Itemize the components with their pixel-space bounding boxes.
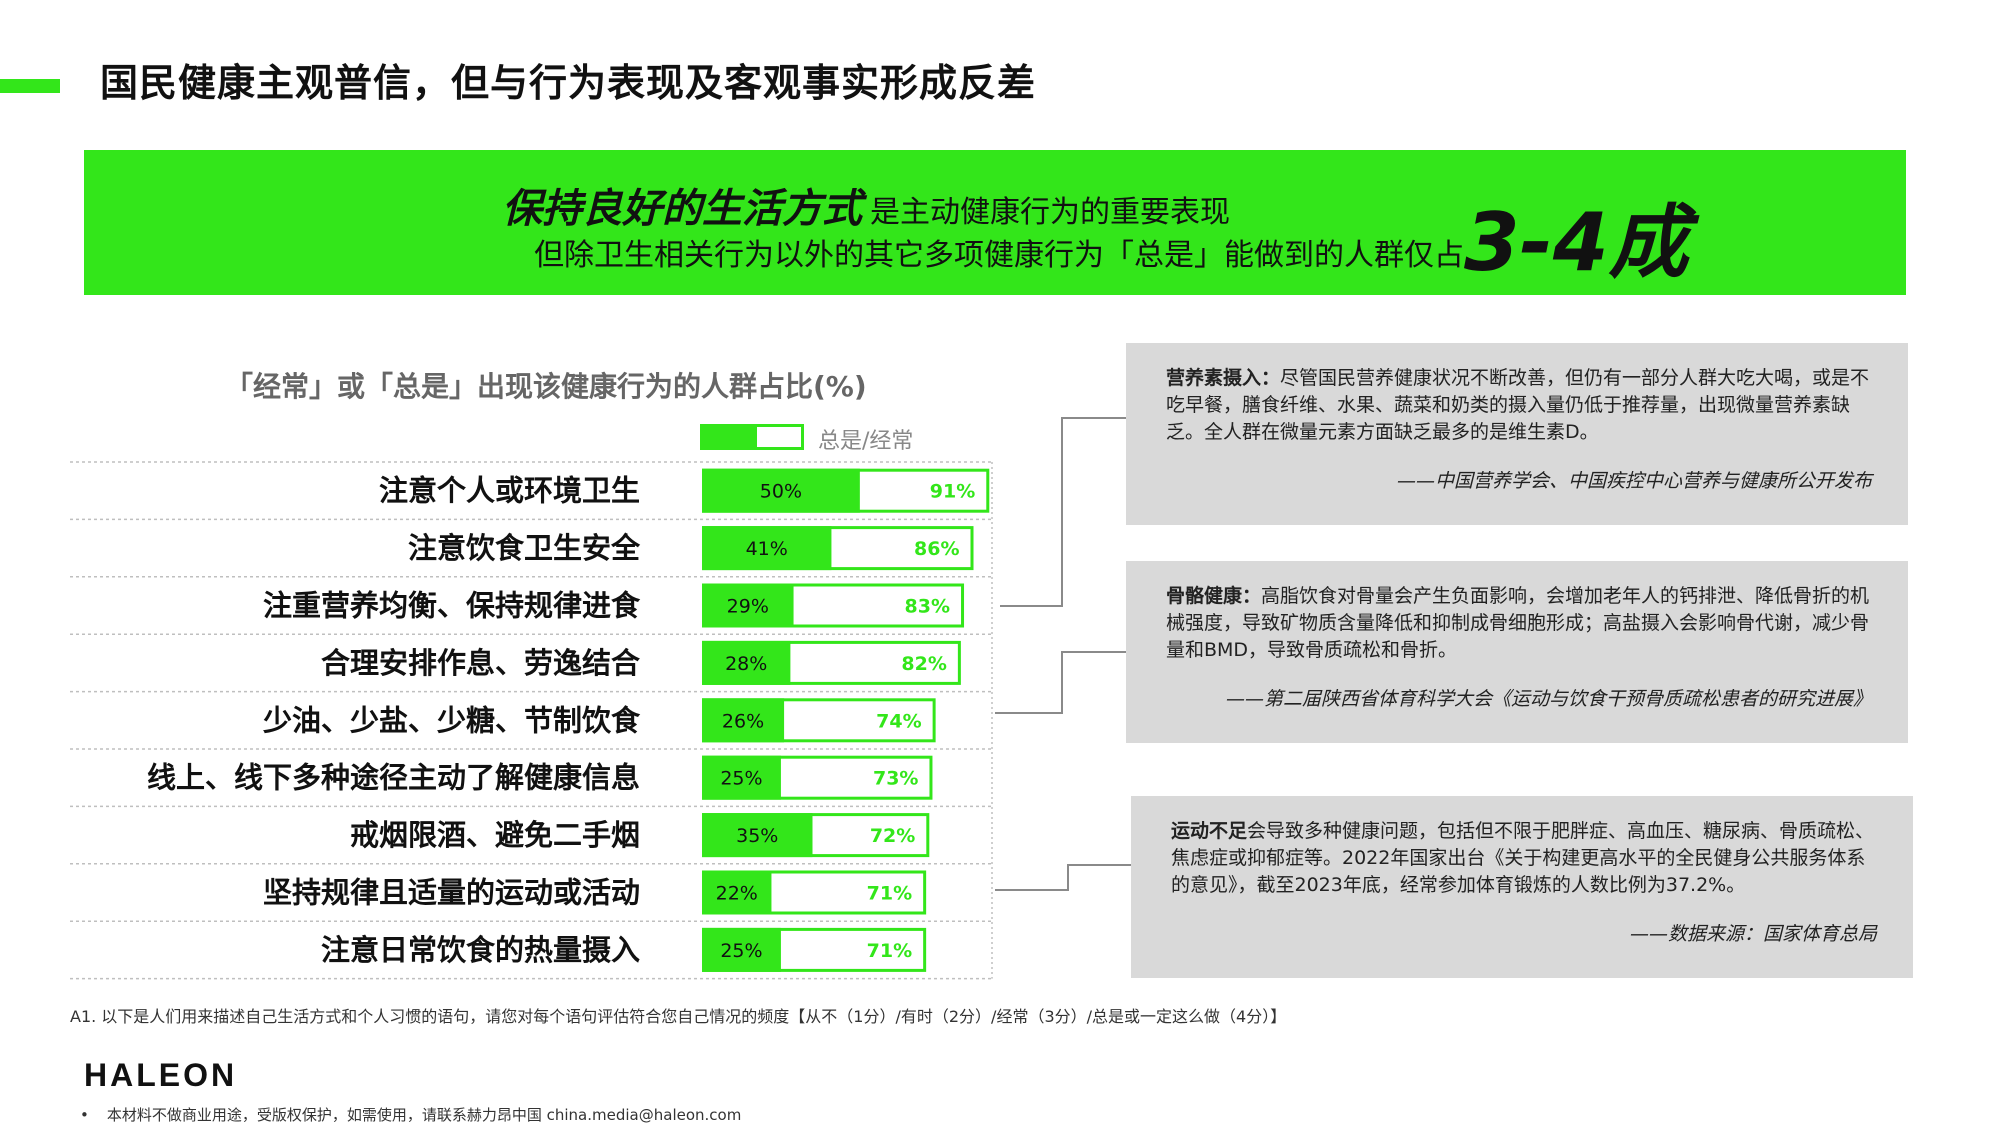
- bar-always: [702, 583, 794, 628]
- category-label: 注意个人或环境卫生: [379, 474, 640, 508]
- banner-line2-text: 但除卫生相关行为以外的其它多项健康行为「总是」能做到的人群仅占: [534, 238, 1464, 273]
- value-label-often: 74%: [876, 710, 921, 732]
- value-label-always: 41%: [746, 538, 788, 560]
- callout-connector: [995, 651, 1126, 714]
- value-label-often: 91%: [930, 481, 975, 503]
- title-accent-bar: [0, 79, 60, 93]
- page-title: 国民健康主观普信，但与行为表现及客观事实形成反差: [100, 61, 1037, 105]
- bar-always: [702, 468, 860, 513]
- banner-line1-text: 是主动健康行为的重要表现: [870, 195, 1230, 230]
- value-label-often: 71%: [867, 940, 912, 962]
- value-label-always: 50%: [760, 481, 802, 503]
- callout-exercise-heading: 运动不足: [1171, 820, 1248, 842]
- callout-exercise-source: ——数据来源：国家体育总局: [1629, 923, 1877, 945]
- legend-swatch: [700, 424, 804, 450]
- haleon-logo: HALEON: [84, 1057, 238, 1093]
- callout-nutrition-source: ——中国营养学会、中国疾控中心营养与健康所公开发布: [1396, 470, 1872, 492]
- category-label: 少油、少盐、少糖、节制饮食: [263, 703, 641, 737]
- bar-always: [702, 755, 781, 800]
- value-label-often: 72%: [870, 825, 915, 847]
- bar-always: [702, 813, 813, 858]
- footnote: A1. 以下是人们用来描述自己生活方式和个人习惯的语句，请您对每个语句评估符合您…: [70, 1007, 1287, 1026]
- copyright-notice: • 本材料不做商业用途，受版权保护，如需使用，请联系赫力昂中国 china.med…: [80, 1106, 742, 1124]
- legend-label: 总是/经常: [818, 429, 914, 454]
- category-label: 注意日常饮食的热量摄入: [321, 933, 640, 967]
- value-label-always: 25%: [720, 940, 762, 962]
- value-label-often: 73%: [873, 768, 918, 790]
- callout-bone-source: ——第二届陕西省体育科学大会《运动与饮食干预骨质疏松患者的研究进展》: [1225, 688, 1872, 710]
- callout-exercise: 运动不足会导致多种健康问题，包括但不限于肥胖症、高血压、糖尿病、骨质疏松、焦虑症…: [1131, 796, 1913, 978]
- callout-bone-heading: 骨骼健康：: [1166, 585, 1262, 607]
- category-label: 戒烟限酒、避免二手烟: [350, 818, 640, 852]
- bar-always: [702, 870, 772, 915]
- bar-always: [702, 526, 832, 571]
- bar-always: [702, 927, 781, 972]
- callout-bone-text: 高脂饮食对骨量会产生负面影响，会增加老年人的钙排泄、降低骨折的机械强度，导致矿物…: [1166, 585, 1870, 661]
- category-label: 坚持规律且适量的运动或活动: [263, 876, 640, 910]
- value-label-always: 35%: [736, 825, 778, 847]
- value-label-often: 83%: [905, 596, 950, 618]
- value-label-often: 71%: [867, 883, 912, 905]
- bar-always: [702, 640, 791, 685]
- callout-bone: 骨骼健康：高脂饮食对骨量会产生负面影响，会增加老年人的钙排泄、降低骨折的机械强度…: [1126, 561, 1908, 743]
- value-label-always: 25%: [720, 768, 762, 790]
- callout-nutrition-text: 尽管国民营养健康状况不断改善，但仍有一部分人群大吃大喝，或是不吃早餐，膳食纤维、…: [1166, 367, 1870, 443]
- value-label-often: 86%: [914, 538, 959, 560]
- banner-emphasis: 保持良好的生活方式: [502, 186, 862, 232]
- value-label-always: 29%: [727, 596, 769, 618]
- value-label-always: 26%: [722, 710, 764, 732]
- category-label: 注意饮食卫生安全: [408, 531, 641, 565]
- value-label-often: 82%: [901, 653, 946, 675]
- value-label-always: 22%: [716, 883, 758, 905]
- banner-big-number: 3-4成: [1464, 196, 1689, 289]
- callout-exercise-text: 会导致多种健康问题，包括但不限于肥胖症、高血压、糖尿病、骨质疏松、焦虑症或抑郁症…: [1171, 820, 1875, 896]
- callout-nutrition-heading: 营养素摄入：: [1166, 367, 1281, 389]
- callout-connector: [995, 864, 1131, 891]
- value-label-always: 28%: [725, 653, 767, 675]
- bar-always: [702, 698, 785, 743]
- chart-title: 「经常」或「总是」出现该健康行为的人群占比(%): [225, 370, 867, 403]
- category-label: 线上、线下多种途径主动了解健康信息: [147, 761, 640, 795]
- headline-banner: 保持良好的生活方式 是主动健康行为的重要表现 但除卫生相关行为以外的其它多项健康行…: [84, 150, 1906, 295]
- category-label: 注重营养均衡、保持规律进食: [263, 589, 641, 623]
- callout-connector: [1000, 417, 1126, 607]
- category-label: 合理安排作息、劳逸结合: [321, 646, 640, 680]
- callout-nutrition: 营养素摄入：尽管国民营养健康状况不断改善，但仍有一部分人群大吃大喝，或是不吃早餐…: [1126, 343, 1908, 525]
